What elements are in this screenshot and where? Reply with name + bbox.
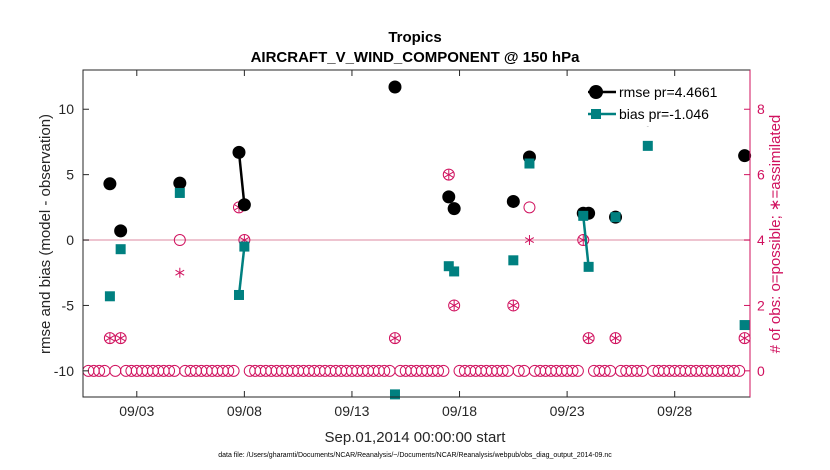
obs-possible-marker bbox=[114, 332, 127, 345]
rmse-point bbox=[442, 190, 456, 204]
legend-box bbox=[584, 78, 744, 126]
rmse-point bbox=[447, 202, 461, 216]
rmse-point bbox=[114, 224, 128, 238]
obs-assimilated-marker bbox=[390, 333, 400, 344]
rmse-point bbox=[388, 80, 402, 94]
x-tick-label: 09/23 bbox=[550, 403, 585, 419]
y-right-tick-label: 8 bbox=[757, 101, 765, 117]
obs-possible-zero-marker bbox=[727, 364, 740, 377]
obs-possible-zero-marker bbox=[163, 364, 176, 377]
obs-possible-marker bbox=[582, 332, 595, 345]
chart-title-line1: Tropics bbox=[388, 29, 441, 46]
obs-assimilated-marker bbox=[175, 267, 185, 278]
obs-assimilated-marker bbox=[524, 235, 535, 246]
obs-possible-zero-marker bbox=[512, 364, 525, 377]
bias-point bbox=[174, 187, 185, 198]
obs-possible-zero-marker bbox=[222, 364, 235, 377]
rmse-point bbox=[103, 177, 117, 191]
y-right-tick-label: 4 bbox=[757, 232, 765, 248]
obs-possible-marker bbox=[507, 299, 520, 312]
obs-possible-marker bbox=[173, 234, 186, 247]
legend-rmse-label: rmse pr=4.4661 bbox=[619, 84, 718, 100]
rmse-point bbox=[506, 194, 520, 208]
obs-assimilated-marker bbox=[508, 300, 518, 311]
legend-rmse-marker bbox=[589, 85, 603, 99]
obs-assimilated-marker bbox=[740, 333, 750, 344]
rmse-point bbox=[173, 176, 187, 190]
chart-title-line2: AIRCRAFT_V_WIND_COMPONENT @ 150 hPa bbox=[251, 49, 581, 66]
rmse-point bbox=[232, 145, 246, 159]
bias-point bbox=[739, 320, 750, 331]
bias-point bbox=[389, 389, 400, 400]
obs-possible-marker bbox=[577, 234, 590, 247]
obs-possible-zero-marker bbox=[437, 364, 450, 377]
y-tick-label: 5 bbox=[66, 167, 74, 183]
bias-point bbox=[239, 241, 250, 252]
y-right-tick-label: 0 bbox=[757, 363, 765, 379]
obs-possible-marker bbox=[388, 332, 401, 345]
y-axis-right-label: # of obs: o=possible; ∗=assimilated bbox=[767, 115, 784, 354]
obs-assimilated-marker bbox=[116, 333, 126, 344]
legend: rmse pr=4.4661 bias pr=-1.046 bbox=[584, 78, 744, 126]
obs-assimilated-marker bbox=[105, 333, 115, 344]
x-tick-label: 09/28 bbox=[657, 403, 692, 419]
obs-possible-marker bbox=[523, 201, 536, 214]
obs-possible-marker bbox=[442, 168, 455, 181]
bias-point bbox=[578, 210, 589, 221]
obs-possible-zero-marker bbox=[571, 364, 584, 377]
x-tick-label: 09/03 bbox=[119, 403, 154, 419]
y-tick-label: 0 bbox=[66, 232, 74, 248]
bias-point bbox=[610, 212, 621, 223]
rmse-point bbox=[237, 198, 251, 212]
obs-possible-zero-marker bbox=[378, 364, 391, 377]
obs-possible-zero-marker bbox=[227, 364, 240, 377]
obs-assimilated-marker bbox=[449, 300, 459, 311]
x-tick-label: 09/18 bbox=[442, 403, 477, 419]
x-tick-label: 09/13 bbox=[334, 403, 369, 419]
bias-point bbox=[104, 291, 115, 302]
obs-possible-marker bbox=[609, 332, 622, 345]
obs-possible-zero-marker bbox=[631, 364, 644, 377]
y-right-tick-label: 6 bbox=[757, 167, 765, 183]
y-tick-label: 10 bbox=[58, 101, 74, 117]
bias-line-segment bbox=[582, 215, 590, 267]
bias-point bbox=[524, 158, 535, 169]
y-right-tick-label: 2 bbox=[757, 297, 765, 313]
obs-possible-zero-marker bbox=[566, 364, 579, 377]
y-tick-label: -10 bbox=[54, 363, 74, 379]
bias-point bbox=[508, 255, 519, 266]
bias-point bbox=[115, 244, 126, 255]
bias-point bbox=[642, 140, 653, 151]
obs-assimilated-marker bbox=[584, 333, 594, 344]
x-tick-label: 09/08 bbox=[227, 403, 262, 419]
obs-assimilated-marker bbox=[444, 169, 454, 180]
y-tick-label: -5 bbox=[62, 297, 75, 313]
rmse-line-segment bbox=[237, 152, 246, 205]
obs-possible-zero-marker bbox=[432, 364, 445, 377]
bias-point bbox=[443, 261, 454, 272]
legend-bias-marker bbox=[591, 109, 601, 119]
obs-possible-zero-marker bbox=[496, 364, 509, 377]
obs-possible-marker bbox=[448, 299, 461, 312]
bias-point bbox=[449, 266, 460, 277]
bias-point bbox=[233, 289, 244, 300]
obs-possible-zero-marker bbox=[598, 364, 611, 377]
bias-point bbox=[583, 261, 594, 272]
x-axis-label: Sep.01,2014 00:00:00 start bbox=[325, 429, 507, 446]
obs-assimilated-marker bbox=[610, 333, 621, 344]
rmse-point bbox=[738, 149, 752, 163]
y-axis-label: rmse and bias (model - observation) bbox=[37, 114, 54, 354]
data-file-footnote: data file: /Users/gharamti/Documents/NCA… bbox=[218, 452, 612, 459]
legend-bias-label: bias pr=-1.046 bbox=[619, 106, 709, 122]
bias-line-segment bbox=[237, 246, 246, 296]
